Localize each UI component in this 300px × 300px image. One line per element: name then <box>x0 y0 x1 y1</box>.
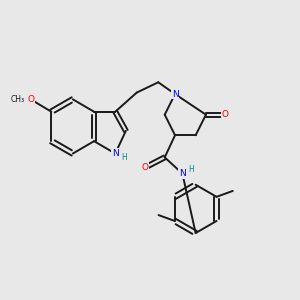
Text: N: N <box>112 149 119 158</box>
Text: N: N <box>179 169 186 178</box>
Text: O: O <box>222 110 229 119</box>
Text: O: O <box>27 95 34 104</box>
Text: H: H <box>188 165 194 174</box>
Text: CH₃: CH₃ <box>10 95 24 104</box>
Text: N: N <box>172 90 178 99</box>
Text: H: H <box>121 153 127 162</box>
Text: O: O <box>141 163 148 172</box>
